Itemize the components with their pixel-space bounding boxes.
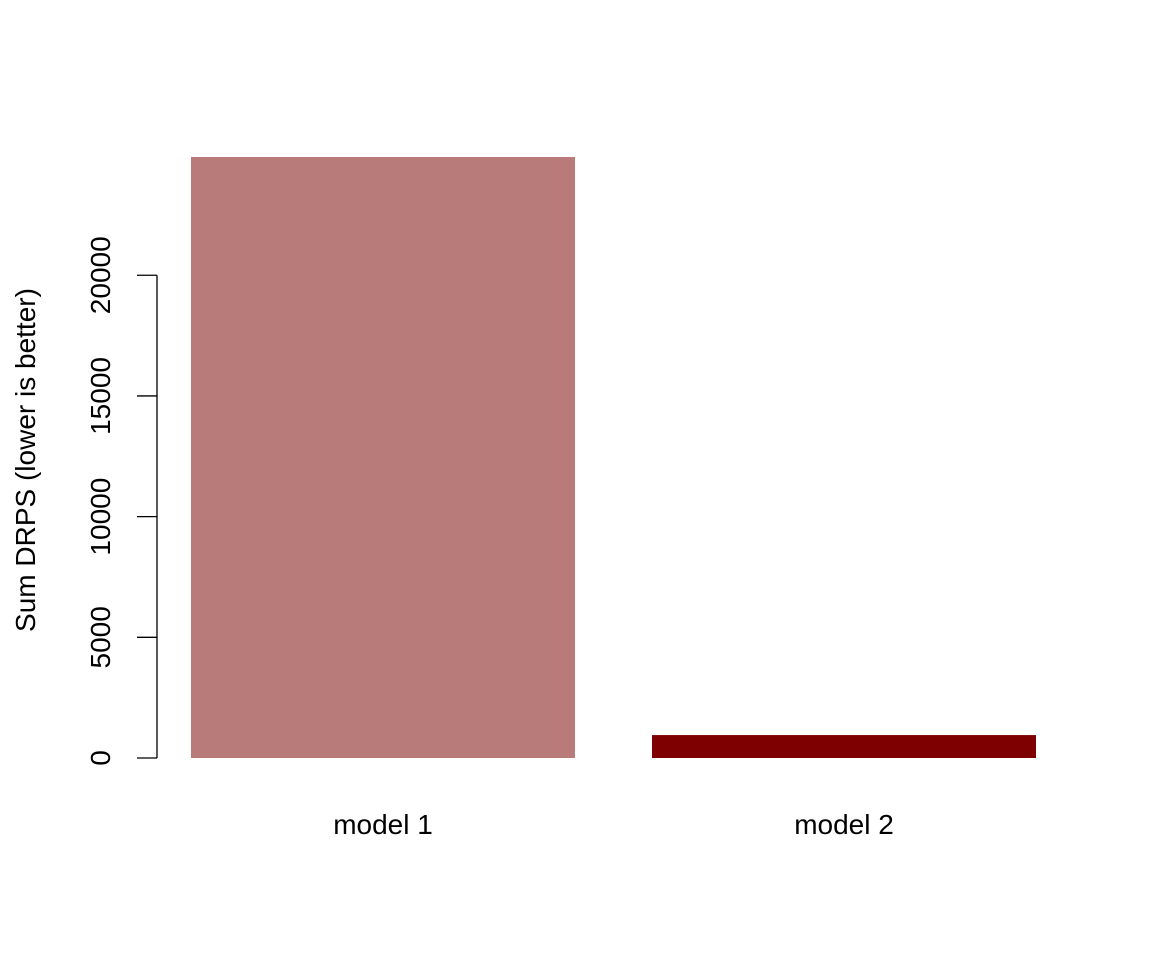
y-tick-label: 5000 [85,606,116,668]
x-tick-label: model 2 [794,809,894,840]
y-tick-label: 0 [85,750,116,766]
bar-model-2 [652,735,1036,758]
x-tick-label: model 1 [333,809,433,840]
x-axis-labels: model 1 model 2 [333,809,894,840]
y-tick-label: 15000 [85,357,116,435]
y-tick-label: 20000 [85,236,116,314]
y-axis-title: Sum DRPS (lower is better) [10,288,41,632]
y-tick-label: 10000 [85,478,116,556]
bars-group [191,157,1036,758]
bar-model-1 [191,157,575,758]
y-axis: 0 5000 10000 15000 20000 [85,236,158,766]
